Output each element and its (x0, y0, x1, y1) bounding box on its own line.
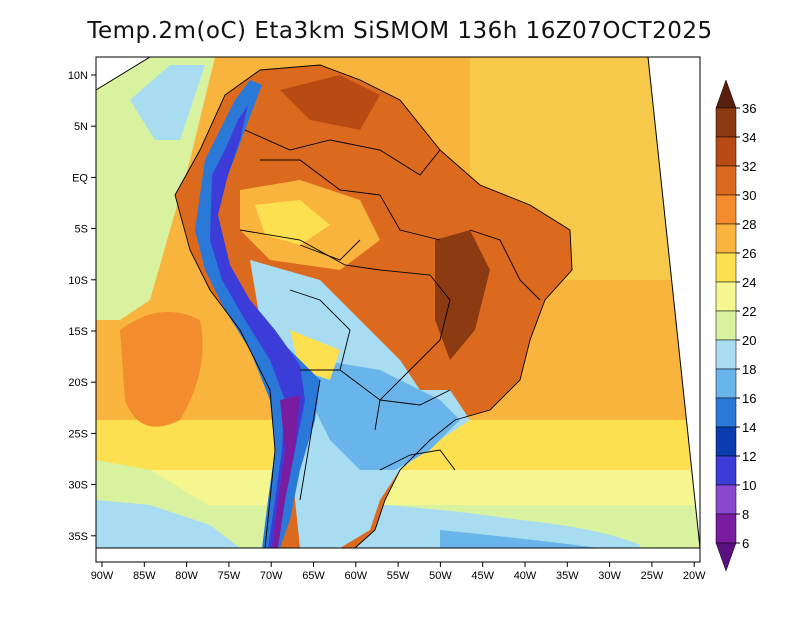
colorbar-label: 22 (742, 304, 756, 319)
lon-tick-label: 65W (302, 570, 325, 582)
lon-tick-label: 85W (133, 570, 156, 582)
colorbar-label: 12 (742, 449, 756, 464)
colorbar-label: 26 (742, 246, 756, 261)
colorbar-swatch (715, 397, 737, 428)
colorbar-label: 14 (742, 420, 756, 435)
colorbar-label: 36 (742, 101, 756, 116)
colorbar-label: 18 (742, 362, 756, 377)
lon-tick-label: 70W (260, 570, 283, 582)
colorbar-swatch (715, 165, 737, 196)
colorbar-label: 16 (742, 391, 756, 406)
lat-tick-label: 5N (74, 121, 88, 133)
colorbar-swatch (715, 368, 737, 399)
land-hottest (435, 230, 490, 360)
ocean-south-cooler (440, 530, 600, 548)
lat-tick-label: 10S (68, 275, 88, 287)
lon-tick-label: 20W (683, 570, 706, 582)
colorbar-swatch (715, 339, 737, 370)
colorbar-label: 30 (742, 188, 756, 203)
lat-tick-label: 15S (68, 326, 88, 338)
colorbar-swatch (715, 194, 737, 225)
lat-tick-label: 30S (68, 480, 88, 492)
lon-tick-label: 90W (91, 570, 114, 582)
land-hot-north (280, 75, 380, 130)
lat-tick-label: 25S (68, 428, 88, 440)
colorbar-swatch (715, 310, 737, 341)
lon-tick-label: 50W (429, 570, 452, 582)
latitude-axis: 10N 5N EQ 5S 10S 15S 20S 25S 30S 35S (68, 70, 96, 543)
land-south-cooler (310, 360, 460, 470)
pacific-cool-patch (130, 65, 205, 140)
andes-very-cold (210, 105, 305, 548)
land-amazon-yellow (255, 200, 330, 245)
colorbar-swatch (715, 281, 737, 312)
colorbar-swatch (715, 513, 737, 544)
country-borders (174, 64, 573, 548)
colorbar-label: 6 (742, 536, 749, 551)
colorbar-swatch (715, 426, 737, 457)
lon-tick-label: 55W (387, 570, 410, 582)
colorbar-label: 28 (742, 217, 756, 232)
colorbar-swatch (715, 252, 737, 283)
colorbar-label: 32 (742, 159, 756, 174)
lat-tick-label: EQ (72, 172, 88, 184)
lon-tick-label: 30W (598, 570, 621, 582)
lon-tick-label: 75W (218, 570, 241, 582)
colorbar-label: 10 (742, 478, 756, 493)
colorbar: 36 34 32 30 28 26 24 22 20 18 16 14 12 10 8 6 (715, 79, 756, 572)
colorbar-label: 20 (742, 333, 756, 348)
longitude-axis: 90W 85W 80W 75W 70W 65W 60W 55W 50W 45W 40W 35W 30W 2… (91, 562, 706, 582)
lat-tick-label: 20S (68, 377, 88, 389)
colorbar-label: 8 (742, 507, 749, 522)
lon-tick-label: 35W (556, 570, 579, 582)
colorbar-swatch (715, 136, 737, 167)
lat-tick-label: 5S (75, 224, 88, 236)
lon-tick-label: 80W (175, 570, 198, 582)
colorbar-swatch (715, 455, 737, 486)
lon-tick-label: 40W (514, 570, 537, 582)
colorbar-swatch (715, 484, 737, 515)
colorbar-label: 34 (742, 130, 756, 145)
lon-tick-label: 45W (471, 570, 494, 582)
colorbar-swatch (715, 107, 737, 138)
colorbar-label: 24 (742, 275, 756, 290)
pacific-warm-patch (120, 312, 203, 427)
lat-tick-label: 35S (68, 531, 88, 543)
map-title: Temp.2m(oC) Eta3km SiSMOM 136h 16Z07OCT2… (87, 18, 713, 44)
colorbar-bottom-arrow (715, 542, 737, 572)
andes-coldest (272, 395, 300, 548)
pacific-south-blue (96, 500, 240, 548)
colorbar-swatch (715, 223, 737, 254)
lat-tick-label: 10N (68, 70, 88, 82)
lon-tick-label: 60W (344, 570, 367, 582)
temperature-field (96, 57, 700, 548)
lon-tick-label: 25W (641, 570, 664, 582)
colorbar-top-arrow (715, 79, 737, 109)
